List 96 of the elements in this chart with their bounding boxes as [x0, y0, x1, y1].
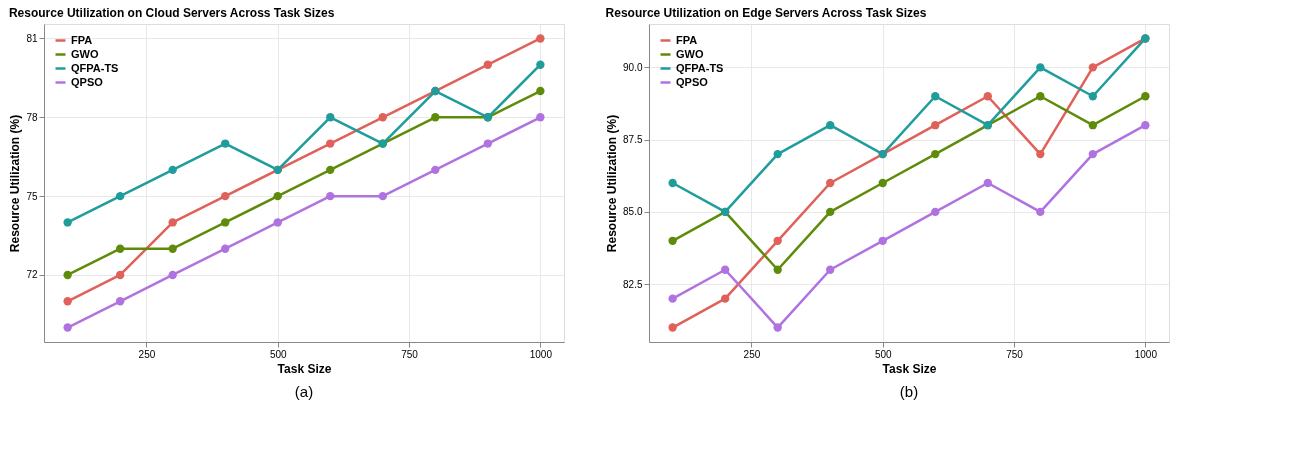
legend-label: QPSO [676, 75, 709, 88]
x-tick-label: 500 [874, 348, 893, 360]
point [536, 86, 545, 96]
point [878, 178, 887, 188]
point [720, 265, 730, 274]
point [826, 178, 835, 188]
point [1036, 149, 1045, 159]
point [720, 294, 730, 303]
point [483, 139, 493, 148]
point [483, 60, 493, 69]
point [826, 265, 835, 274]
point [326, 113, 335, 122]
legend-label: FPA [676, 33, 698, 46]
point [773, 265, 782, 274]
legend-label: GWO [676, 47, 704, 60]
point [326, 139, 335, 148]
point [1088, 121, 1098, 130]
point [168, 218, 177, 227]
point [431, 113, 440, 122]
point [221, 218, 230, 227]
x-tick-label: 250 [138, 348, 156, 360]
point [1141, 92, 1150, 101]
y-tick-label: 82.5 [623, 278, 643, 290]
x-tick-label: 750 [401, 348, 419, 360]
y-tick-label: 78 [26, 111, 38, 123]
point [668, 294, 677, 303]
point [878, 236, 887, 245]
point [773, 323, 782, 332]
point [826, 207, 835, 217]
point [931, 207, 940, 217]
point [326, 165, 335, 175]
y-tick-label: 85.0 [623, 206, 643, 218]
legend-label: QFPA-TS [676, 61, 724, 74]
point [536, 60, 545, 69]
point [1141, 121, 1150, 130]
point [378, 113, 387, 122]
point [115, 297, 125, 306]
point [1036, 63, 1045, 72]
point [1088, 63, 1098, 72]
point [668, 178, 677, 188]
point [63, 297, 72, 306]
point [983, 92, 992, 101]
point [1036, 207, 1045, 217]
point [63, 218, 72, 227]
point [773, 236, 782, 245]
x-tick-label: 1000 [1134, 348, 1158, 360]
point [1088, 92, 1098, 101]
point [931, 149, 940, 159]
x-tick-label: 250 [743, 348, 761, 360]
point [1088, 149, 1098, 159]
point [431, 165, 440, 175]
chart-title: Resource Utilization on Cloud Servers Across Task Sizes [8, 6, 335, 20]
y-tick-label: 90.0 [623, 61, 643, 73]
point [668, 236, 677, 245]
point [115, 191, 125, 201]
text: (a) [294, 383, 314, 400]
y-axis-title: Resource Utilization (%) [8, 114, 23, 253]
x-tick-label: 750 [1006, 348, 1024, 360]
point [221, 244, 230, 253]
point [168, 244, 177, 253]
point [378, 191, 387, 201]
point [115, 244, 125, 253]
point [168, 270, 177, 280]
point [536, 34, 545, 43]
point [931, 92, 940, 101]
y-axis-title: Resource Utilization (%) [605, 114, 620, 253]
point [536, 113, 545, 122]
x-axis-title: Task Size [882, 361, 937, 376]
x-tick-label: 1000 [529, 348, 553, 360]
point [273, 191, 282, 201]
y-tick-label: 81 [26, 32, 38, 44]
chart-title: Resource Utilization on Edge Servers Across Task Sizes [605, 6, 927, 20]
point [115, 270, 125, 280]
point [273, 218, 282, 227]
point [668, 323, 677, 332]
point [168, 165, 177, 175]
legend-label: FPA [71, 33, 93, 46]
legend-label: GWO [71, 47, 99, 60]
y-tick-label: 87.5 [623, 134, 643, 146]
legend-label: QFPA-TS [71, 61, 119, 74]
x-tick-label: 500 [269, 348, 288, 360]
x-axis-title: Task Size [277, 361, 332, 376]
point [63, 323, 72, 332]
point [221, 139, 230, 148]
point [221, 191, 230, 201]
point [773, 149, 782, 159]
y-tick-label: 72 [26, 269, 38, 281]
point [1036, 92, 1045, 101]
text: (b) [899, 383, 919, 400]
point [983, 178, 992, 188]
point [826, 121, 835, 130]
point [931, 121, 940, 130]
point [326, 191, 335, 201]
y-tick-label: 75 [26, 190, 38, 202]
point [63, 270, 72, 280]
legend-label: QPSO [71, 75, 104, 88]
